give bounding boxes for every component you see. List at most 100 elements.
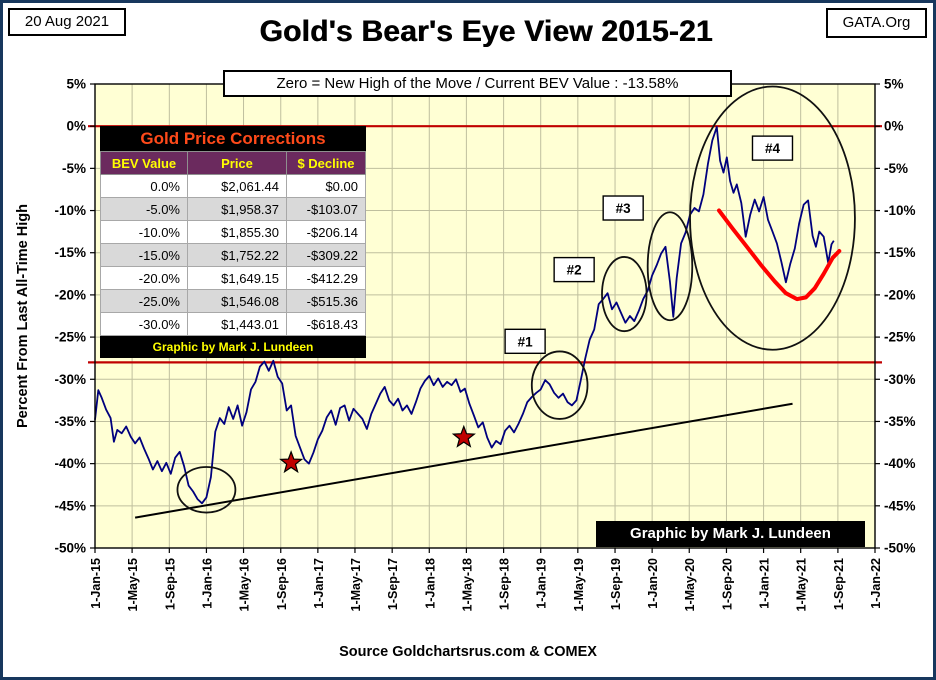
y-tick-label-left: 0% <box>66 119 86 134</box>
table-row: -5.0% $1,958.37 -$103.07 <box>100 197 366 221</box>
callout-box <box>504 328 546 355</box>
table-cell: -25.0% <box>100 289 188 313</box>
table-cell: $0.00 <box>286 174 366 198</box>
table-cell: -$103.07 <box>286 197 366 221</box>
y-tick-label-right: -40% <box>884 456 916 471</box>
x-tick-label: 1-Sep-18 <box>498 558 512 610</box>
corrections-table-grid: BEV Value Price $ Decline 0.0% $2,061.44 $… <box>100 151 366 336</box>
gata-org-label: GATA.Org <box>826 8 927 38</box>
annotation-ellipse <box>601 256 648 333</box>
col-header-bev-value: BEV Value <box>100 151 188 175</box>
table-row: 0.0% $2,061.44 $0.00 <box>100 174 366 198</box>
corrections-table-credit: Graphic by Mark J. Lundeen <box>100 336 366 358</box>
y-tick-label-right: -25% <box>884 330 916 345</box>
x-tick-label: 1-Sep-17 <box>386 558 400 610</box>
x-tick-label: 1-Jan-22 <box>869 558 883 609</box>
y-tick-label-left: -10% <box>54 203 86 218</box>
y-tick-label-right: -50% <box>884 541 916 556</box>
y-tick-label-right: -30% <box>884 372 916 387</box>
x-tick-label: 1-Sep-20 <box>720 558 734 610</box>
col-header-price: Price <box>187 151 287 175</box>
y-tick-label-right: 0% <box>884 119 904 134</box>
table-cell: -$309.22 <box>286 243 366 267</box>
y-tick-label-left: -50% <box>54 541 86 556</box>
y-tick-label-left: -15% <box>54 245 86 260</box>
trend-line <box>134 402 793 519</box>
annotation-ellipse <box>176 466 237 514</box>
y-tick-label-left: -35% <box>54 414 86 429</box>
table-cell: -20.0% <box>100 266 188 290</box>
table-cell: $1,649.15 <box>187 266 287 290</box>
x-tick-label: 1-Jan-21 <box>758 558 772 609</box>
x-tick-label: 1-Jan-16 <box>200 558 214 609</box>
table-cell: $1,546.08 <box>187 289 287 313</box>
x-tick-label: 1-May-17 <box>349 558 363 612</box>
annotation-ellipse <box>530 350 589 420</box>
y-tick-label-left: -20% <box>54 287 86 302</box>
table-cell: $1,855.30 <box>187 220 287 244</box>
table-row: -30.0% $1,443.01 -$618.43 <box>100 312 366 336</box>
table-cell: $1,752.22 <box>187 243 287 267</box>
callout-label: #3 <box>616 201 632 216</box>
y-tick-label-right: -5% <box>884 161 908 176</box>
y-axis-title: Percent From Last All-Time High <box>15 204 31 428</box>
table-row: -25.0% $1,546.08 -$515.36 <box>100 289 366 313</box>
y-tick-label-left: -45% <box>54 498 86 513</box>
callout-label: #2 <box>567 263 582 278</box>
y-tick-label-right: -35% <box>884 414 916 429</box>
chart-subtitle: Zero = New High of the Move / Current BE… <box>223 70 732 97</box>
x-tick-label: 1-Jan-20 <box>646 558 660 609</box>
x-tick-label: 1-Sep-16 <box>275 558 289 610</box>
x-tick-label: 1-May-16 <box>238 558 252 612</box>
table-cell: -30.0% <box>100 312 188 336</box>
table-header-row: BEV Value Price $ Decline <box>100 151 366 175</box>
callout-box <box>602 195 644 221</box>
col-header-decline: $ Decline <box>286 151 366 175</box>
table-cell: -15.0% <box>100 243 188 267</box>
x-axis-title: Source Goldchartsrus.com & COMEX <box>339 644 597 660</box>
y-tick-label-left: -25% <box>54 330 86 345</box>
table-cell: $1,958.37 <box>187 197 287 221</box>
table-cell: -$412.29 <box>286 266 366 290</box>
table-row: -15.0% $1,752.22 -$309.22 <box>100 243 366 267</box>
red-trough-curve <box>717 208 842 302</box>
y-tick-label-left: -40% <box>54 456 86 471</box>
corrections-table-title: Gold Price Corrections <box>100 126 366 151</box>
table-row: -20.0% $1,649.15 -$412.29 <box>100 266 366 290</box>
y-tick-label-left: -30% <box>54 372 86 387</box>
x-tick-label: 1-Jan-18 <box>423 558 437 609</box>
table-cell: -$618.43 <box>286 312 366 336</box>
y-tick-label-right: -10% <box>884 203 916 218</box>
callout-box <box>751 135 794 161</box>
table-cell: $1,443.01 <box>187 312 287 336</box>
table-cell: $2,061.44 <box>187 174 287 198</box>
table-row: -10.0% $1,855.30 -$206.14 <box>100 220 366 244</box>
x-tick-label: 1-May-20 <box>683 558 697 612</box>
y-tick-label-left: -5% <box>62 161 86 176</box>
x-tick-label: 1-Sep-19 <box>609 558 623 610</box>
callout-box <box>553 256 595 283</box>
x-tick-label: 1-Jan-17 <box>312 558 326 609</box>
x-tick-label: 1-May-15 <box>126 558 140 612</box>
star-marker <box>451 424 476 448</box>
x-tick-label: 1-Sep-15 <box>163 558 177 610</box>
bev-series-line <box>94 126 835 505</box>
x-tick-label: 1-Sep-21 <box>832 558 846 610</box>
table-cell: -$515.36 <box>286 289 366 313</box>
star-marker <box>279 450 304 474</box>
y-tick-label-right: -20% <box>884 287 916 302</box>
y-tick-label-left: 5% <box>66 77 86 92</box>
x-tick-label: 1-May-21 <box>795 558 809 612</box>
y-tick-label-right: 5% <box>884 77 904 92</box>
page-title: Gold's Bear's Eye View 2015-21 <box>259 15 713 48</box>
x-tick-label: 1-May-18 <box>460 558 474 612</box>
y-tick-label-right: -45% <box>884 498 916 513</box>
table-cell: -5.0% <box>100 197 188 221</box>
callout-label: #1 <box>518 334 534 349</box>
table-cell: 0.0% <box>100 174 188 198</box>
annotation-ellipse <box>646 211 694 322</box>
date-box: 20 Aug 2021 <box>8 8 126 36</box>
x-tick-label: 1-May-19 <box>572 558 586 612</box>
